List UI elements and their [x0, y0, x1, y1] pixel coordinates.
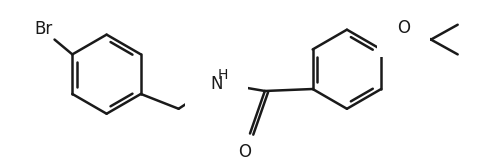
- Text: H: H: [218, 68, 228, 82]
- Text: N: N: [210, 75, 222, 93]
- Text: O: O: [397, 19, 410, 37]
- Text: Br: Br: [34, 20, 52, 38]
- Text: O: O: [238, 143, 252, 161]
